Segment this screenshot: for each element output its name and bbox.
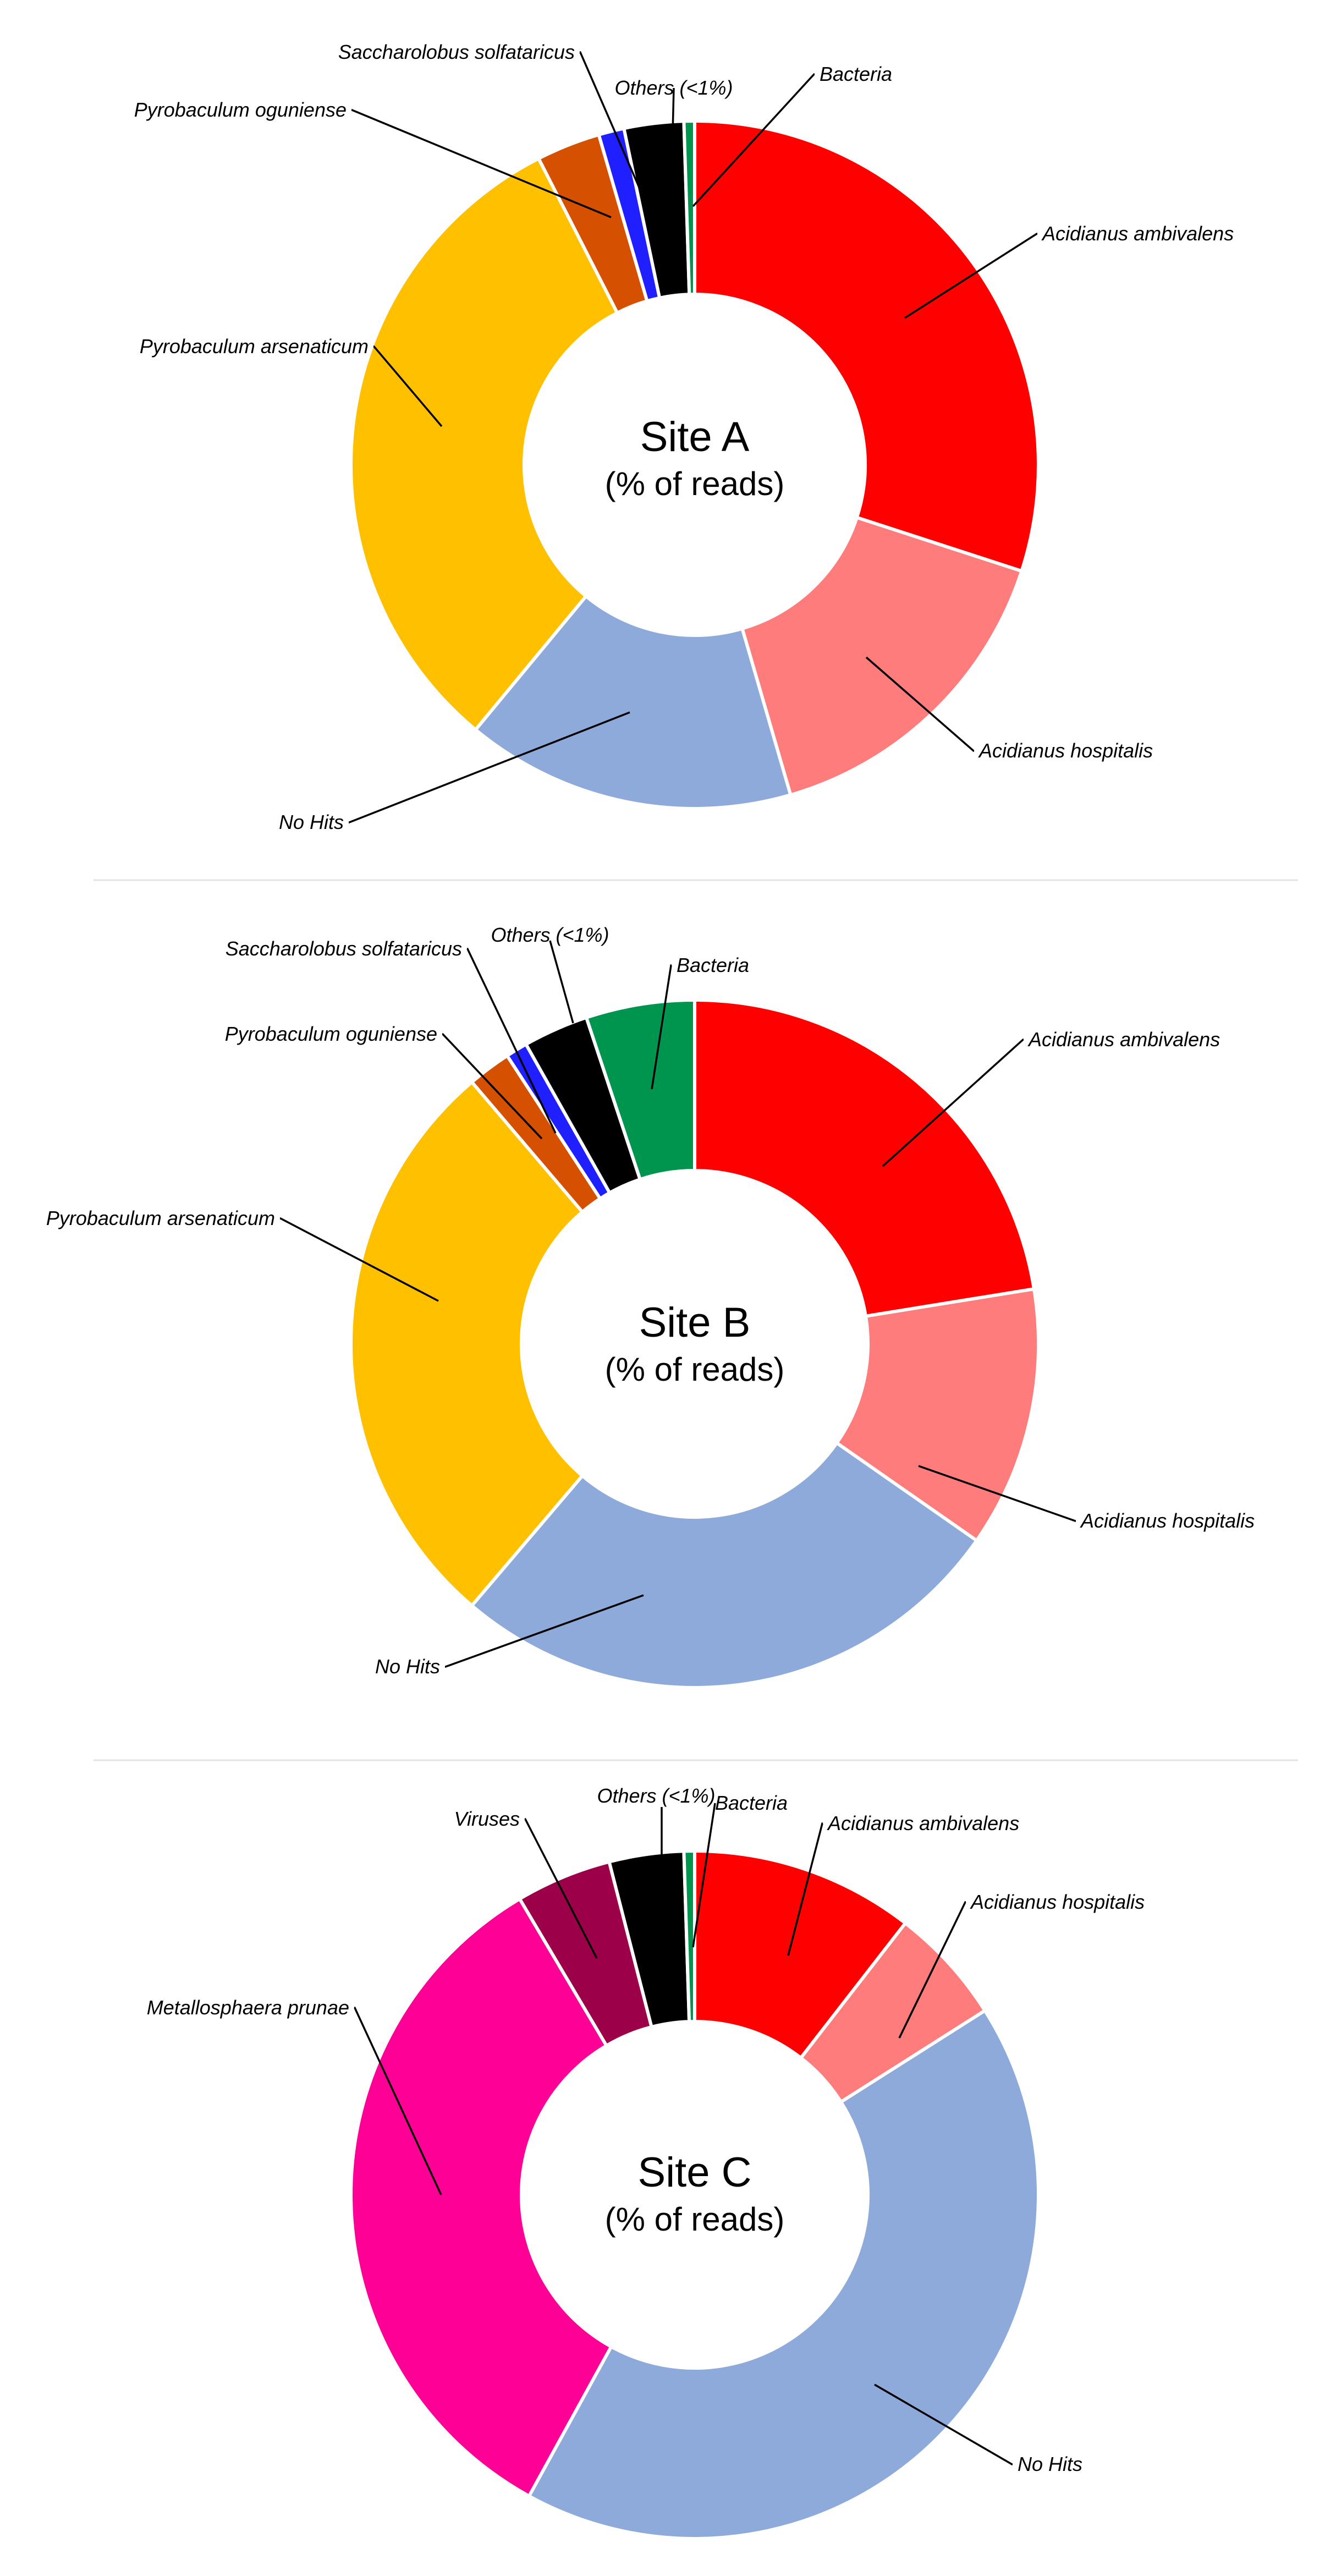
slice-label-pyrobaculum-arsenaticum: Pyrobaculum arsenaticum <box>140 335 369 358</box>
slice-bacteria <box>682 1849 696 2024</box>
leader-line-no-hits <box>349 711 630 823</box>
donut-chart-site-a: Acidianus ambivalens Acidianus hospitalis… <box>134 41 1234 833</box>
leader-line-bacteria <box>651 964 672 1090</box>
chart-title: Site A <box>640 414 750 460</box>
slice-label-saccharolobus-solfataricus: Saccharolobus solfataricus <box>226 937 462 960</box>
chart-subtitle: (% of reads) <box>605 1351 785 1388</box>
leader-line-bacteria <box>692 1803 716 1948</box>
slice-metallosphaera-prunae <box>349 1896 614 2498</box>
slice-label-acidianus-hospitalis: Acidianus hospitalis <box>1080 1509 1255 1532</box>
slice-label-bacteria: Bacteria <box>820 63 892 85</box>
chart-subtitle: (% of reads) <box>605 2201 785 2238</box>
slice-label-viruses: Viruses <box>454 1808 520 1830</box>
slice-label-pyrobaculum-oguniense: Pyrobaculum oguniense <box>225 1023 437 1045</box>
leader-line-pyrobaculum-arsenaticum <box>373 345 443 427</box>
slice-label-no-hits: No Hits <box>279 811 344 833</box>
leader-line-acidianus-ambivalens <box>882 1039 1024 1167</box>
slice-label-others-1: Others (<1%) <box>491 924 609 946</box>
leader-line-acidianus-hospitalis <box>865 656 975 752</box>
slice-label-acidianus-ambivalens: Acidianus ambivalens <box>827 1812 1019 1834</box>
slice-bacteria <box>584 998 696 1182</box>
leader-line-pyrobaculum-arsenaticum <box>280 1217 439 1302</box>
slice-no-hits <box>526 2008 1040 2540</box>
slice-acidianus-ambivalens <box>693 998 1036 1319</box>
slice-label-others-1: Others (<1%) <box>597 1784 715 1807</box>
slice-label-acidianus-hospitalis: Acidianus hospitalis <box>970 1891 1145 1913</box>
slice-bacteria <box>682 119 696 296</box>
slice-label-bacteria: Bacteria <box>677 954 749 976</box>
slice-label-pyrobaculum-arsenaticum: Pyrobaculum arsenaticum <box>46 1207 275 1229</box>
slice-label-bacteria: Bacteria <box>715 1792 788 1814</box>
leader-line-metallosphaera-prunae <box>354 2007 442 2195</box>
leader-line-no-hits <box>445 1594 644 1668</box>
leader-line-saccharolobus-solfataricus <box>466 948 557 1134</box>
slice-label-others-1: Others (<1%) <box>614 76 733 99</box>
leader-line-others-1 <box>670 87 675 201</box>
slice-label-no-hits: No Hits <box>375 1655 440 1678</box>
slice-label-acidianus-hospitalis: Acidianus hospitalis <box>978 739 1153 762</box>
slice-acidianus-ambivalens <box>693 1849 908 2061</box>
slice-no-hits <box>469 1441 979 1689</box>
leader-line-acidianus-hospitalis <box>918 1465 1076 1522</box>
leader-line-viruses <box>524 1818 598 1959</box>
leader-line-no-hits <box>874 2383 1013 2465</box>
donut-chart-site-c: Acidianus ambivalens Acidianus hospitalis… <box>147 1784 1145 2540</box>
slice-label-saccharolobus-solfataricus: Saccharolobus solfataricus <box>338 41 575 63</box>
slice-acidianus-ambivalens <box>693 119 1040 573</box>
slice-label-no-hits: No Hits <box>1018 2453 1082 2475</box>
slice-pyrobaculum-arsenaticum <box>349 156 620 732</box>
leader-line-pyrobaculum-oguniense <box>442 1033 543 1140</box>
slice-label-metallosphaera-prunae: Metallosphaera prunae <box>147 1996 349 2019</box>
slice-label-acidianus-ambivalens: Acidianus ambivalens <box>1041 222 1234 245</box>
chart-title: Site B <box>639 1299 751 1346</box>
leader-line-saccharolobus-solfataricus <box>579 51 648 207</box>
chart-subtitle: (% of reads) <box>605 465 785 502</box>
leader-line-bacteria <box>692 73 815 207</box>
slice-pyrobaculum-arsenaticum <box>349 1079 585 1608</box>
slice-no-hits <box>473 594 793 810</box>
chart-title: Site C <box>638 2149 752 2196</box>
leader-line-acidianus-ambivalens <box>904 233 1037 319</box>
slice-label-pyrobaculum-oguniense: Pyrobaculum oguniense <box>134 98 347 121</box>
slice-label-acidianus-ambivalens: Acidianus ambivalens <box>1027 1028 1220 1051</box>
slice-acidianus-hospitalis <box>740 515 1024 797</box>
leader-line-acidianus-ambivalens <box>787 1822 823 1956</box>
leader-line-pyrobaculum-oguniense <box>351 109 612 218</box>
leader-line-acidianus-hospitalis <box>898 1901 966 2039</box>
leader-line-others-1 <box>549 940 574 1024</box>
donut-chart-site-b: Acidianus ambivalens Acidianus hospitalis… <box>46 924 1255 1689</box>
